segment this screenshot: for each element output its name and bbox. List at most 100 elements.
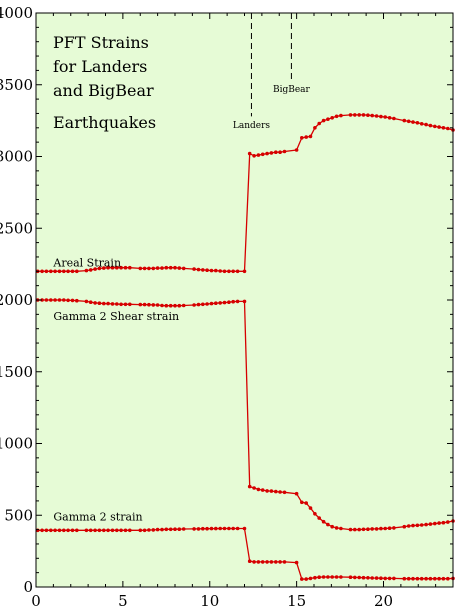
data-point	[231, 269, 235, 274]
data-point	[62, 298, 66, 302]
data-point	[57, 298, 62, 302]
data-point	[357, 575, 362, 580]
data-point	[196, 267, 201, 272]
data-point	[102, 528, 106, 533]
data-point	[173, 265, 177, 270]
data-point	[201, 268, 205, 272]
data-point	[308, 506, 313, 510]
data-point	[387, 116, 392, 120]
data-point	[446, 576, 450, 581]
data-point	[160, 266, 164, 270]
data-point	[247, 484, 252, 489]
data-point	[192, 267, 196, 271]
x-tick-label: 20	[374, 592, 393, 609]
data-point	[330, 116, 335, 120]
data-point	[201, 526, 205, 531]
data-point	[348, 113, 353, 117]
data-point	[357, 113, 362, 117]
data-point	[201, 302, 205, 307]
data-point	[192, 527, 196, 531]
data-point	[424, 576, 428, 581]
data-point	[392, 526, 396, 530]
data-point	[128, 528, 132, 533]
data-point	[231, 526, 235, 531]
data-point	[419, 523, 424, 527]
data-point	[415, 576, 420, 581]
data-point	[256, 487, 261, 492]
data-point	[168, 527, 173, 532]
data-point	[97, 266, 102, 271]
data-point	[177, 527, 182, 531]
data-point	[330, 575, 335, 579]
data-point	[57, 528, 62, 533]
data-point	[49, 269, 53, 274]
data-point	[106, 528, 110, 533]
data-point	[437, 521, 441, 525]
data-point	[282, 560, 287, 564]
data-point	[265, 560, 269, 564]
series-labels: Areal Strain Gamma 2 Shear strain Gamma 2 …	[52, 256, 179, 523]
data-point	[265, 489, 269, 493]
data-point	[313, 126, 317, 130]
data-point	[294, 148, 299, 152]
data-point	[269, 489, 274, 493]
data-point	[164, 527, 169, 532]
title-line-3: and BigBear	[53, 81, 154, 100]
y-tick-label: 1000	[0, 435, 33, 453]
data-point	[93, 267, 97, 271]
data-point	[357, 527, 362, 532]
event-label-landers: Landers	[233, 121, 271, 131]
data-point	[269, 151, 274, 155]
series-label-2: Gamma 2 Shear strain	[53, 310, 179, 323]
data-point	[70, 269, 75, 274]
data-point	[75, 528, 79, 533]
data-point	[406, 119, 411, 124]
data-point	[128, 302, 132, 307]
data-point	[387, 576, 392, 581]
data-point	[106, 301, 110, 306]
data-point	[383, 115, 388, 119]
data-point	[366, 113, 370, 117]
data-point	[308, 134, 313, 139]
data-point	[339, 526, 343, 531]
data-point	[278, 560, 282, 564]
data-point	[66, 528, 70, 533]
data-point	[181, 266, 186, 271]
data-point	[392, 116, 396, 121]
data-point	[218, 269, 222, 273]
data-point	[411, 523, 415, 528]
data-point	[383, 576, 388, 581]
data-point	[424, 522, 428, 527]
data-point	[110, 302, 115, 306]
data-point	[274, 489, 278, 494]
data-point	[147, 302, 151, 307]
data-point	[274, 560, 278, 564]
x-tick-label: 10	[200, 592, 219, 609]
data-point	[304, 135, 309, 139]
data-point	[173, 527, 177, 531]
data-point	[278, 490, 282, 494]
data-point	[209, 301, 214, 306]
data-point	[247, 559, 252, 563]
data-point	[160, 303, 164, 308]
data-point	[196, 302, 201, 307]
data-point	[374, 114, 379, 118]
data-point	[242, 269, 247, 274]
data-point	[62, 528, 66, 533]
data-point	[123, 302, 128, 307]
data-point	[269, 560, 274, 564]
data-point	[102, 301, 106, 306]
data-point	[164, 265, 169, 270]
data-point	[177, 303, 182, 308]
data-point	[366, 576, 370, 580]
axes: 0 500 1000 1500 2000 2500 3000 3500 4000 0 5 10 15 20	[0, 4, 453, 610]
data-point	[88, 268, 93, 272]
data-point	[383, 526, 388, 531]
data-point	[370, 576, 375, 580]
data-point	[402, 118, 407, 123]
data-point	[227, 526, 231, 531]
data-point	[428, 522, 433, 526]
data-point	[151, 303, 156, 307]
